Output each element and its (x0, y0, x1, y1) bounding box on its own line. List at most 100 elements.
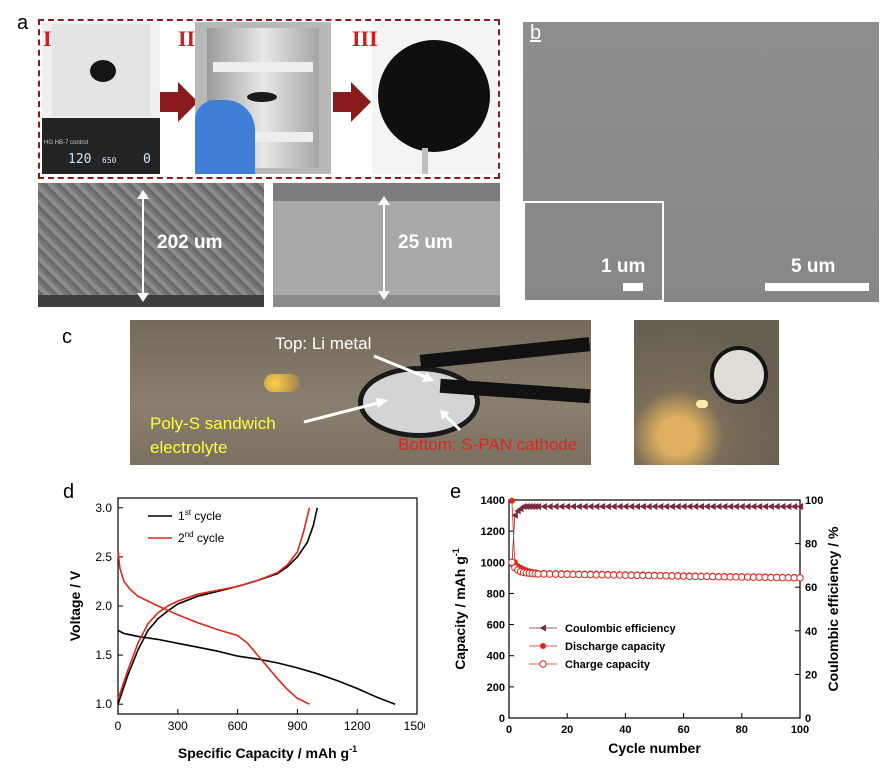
data-point (621, 503, 629, 511)
legend-label-sup: nd (185, 530, 194, 539)
data-point (627, 503, 635, 511)
x-tick-label: 300 (168, 719, 188, 733)
legend-label: Coulombic efficiency (565, 623, 677, 635)
y-left-tick-label: 1400 (481, 495, 505, 507)
inset-scale-label: 1 um (601, 256, 646, 277)
legend-label-text: cycle (194, 531, 225, 545)
y-right-tick-label: 40 (805, 626, 817, 638)
legend-label-text: cycle (191, 509, 222, 523)
data-point (563, 503, 571, 511)
y-tick-label: 2.0 (95, 599, 112, 613)
series-line (511, 506, 800, 566)
data-point (539, 660, 547, 668)
y-tick-label: 3.0 (95, 501, 112, 515)
voltage-capacity-chart: 0 300 600 900 1200 1500 1.0 1.5 2.0 2.5 3.0 Specifi… (67, 497, 425, 761)
label-top-li-metal: Top: Li metal (275, 334, 372, 353)
sem-surface-image (523, 22, 879, 302)
readout-left: 120 (68, 152, 92, 167)
data-point (569, 503, 577, 511)
data-point (586, 503, 594, 511)
y-left-tick-label: 600 (487, 620, 505, 632)
series-line (117, 551, 310, 705)
y-tick-label: 1.5 (95, 648, 112, 662)
data-point (691, 503, 699, 511)
data-point (732, 503, 739, 511)
x-tick-label: 40 (619, 724, 631, 736)
coin-cell-disc (358, 366, 480, 438)
data-point (685, 503, 693, 511)
y-left-tick-label: 400 (487, 651, 505, 663)
data-point (546, 503, 553, 511)
tweezers (422, 148, 428, 174)
x-tick-label: 60 (677, 724, 689, 736)
label-poly-s-line1: Poly-S sandwich (150, 414, 276, 433)
arrow-top-icon (373, 354, 434, 382)
cell-photo-main (130, 320, 591, 465)
readout-right: 0 (143, 152, 151, 167)
data-point (697, 503, 705, 511)
data-point (755, 503, 763, 511)
step-3-label: III (352, 26, 378, 51)
arrow-1-icon (160, 82, 198, 122)
x-tick-label: 1200 (344, 719, 371, 733)
data-point (662, 503, 670, 511)
panel-label-a: a (17, 12, 29, 34)
data-point (511, 511, 518, 519)
controller-display: HG HB-7 control 120 650 0 (42, 118, 160, 174)
arrow-bottom-icon (440, 410, 462, 432)
lit-coin-cell (710, 346, 768, 404)
data-point (767, 503, 774, 511)
x-tick-label: 20 (561, 724, 573, 736)
x-axis-label: Cycle number (608, 740, 701, 756)
data-point (633, 503, 641, 511)
data-point (720, 503, 728, 511)
y-left-axis-label-sup: -1 (451, 548, 461, 556)
tweezer-arm-top (419, 337, 591, 369)
data-point (738, 503, 745, 511)
panel-label-c: c (62, 326, 72, 348)
x-tick-label: 0 (506, 724, 512, 736)
step-1-label: I (43, 26, 52, 51)
step-1-photo: HG HB-7 control 120 650 0 (42, 22, 160, 174)
arrow-2-icon (333, 82, 371, 122)
y-left-tick-label: 200 (487, 682, 505, 694)
polymer-blob (90, 60, 116, 82)
data-point (680, 503, 687, 511)
data-point (539, 624, 546, 632)
panel-label-d: d (63, 481, 75, 503)
step-2-photo (195, 22, 331, 174)
data-point (796, 503, 803, 511)
sem-thin-top-band (273, 183, 500, 201)
plot-frame (117, 497, 418, 715)
press-plate-top (213, 62, 313, 72)
step-3-photo (372, 22, 496, 174)
x-axis-label: Specific Capacity / mAh g-1 (178, 744, 357, 761)
data-point (773, 503, 780, 511)
y-right-tick-label: 0 (805, 713, 811, 725)
series-line (511, 500, 801, 578)
data-point (703, 503, 710, 511)
data-point (508, 497, 515, 504)
y-left-tick-label: 1200 (481, 526, 505, 538)
gloved-hand (195, 100, 255, 174)
thickness-label-202: 202 um (157, 232, 223, 253)
data-point (784, 503, 792, 511)
data-point (534, 503, 542, 511)
legend-label: Charge capacity (565, 659, 651, 671)
data-point (779, 503, 786, 511)
main-scale-label: 5 um (791, 256, 836, 277)
data-point (616, 503, 623, 511)
data-point (592, 503, 600, 511)
data-point (540, 643, 546, 649)
data-point (557, 503, 565, 511)
data-point (575, 503, 582, 511)
y-axis-label: Voltage / V (67, 570, 83, 641)
data-point (668, 503, 675, 511)
y-right-axis-label: Coulombic efficiency / % (825, 526, 841, 691)
sem-thin-bottom-band (273, 295, 500, 307)
led-bulb (264, 374, 300, 392)
y-left-axis-label: Capacity / mAh g-1 (451, 548, 468, 670)
press-plate-bottom (213, 132, 313, 142)
data-point (645, 503, 652, 511)
data-point (604, 503, 611, 511)
